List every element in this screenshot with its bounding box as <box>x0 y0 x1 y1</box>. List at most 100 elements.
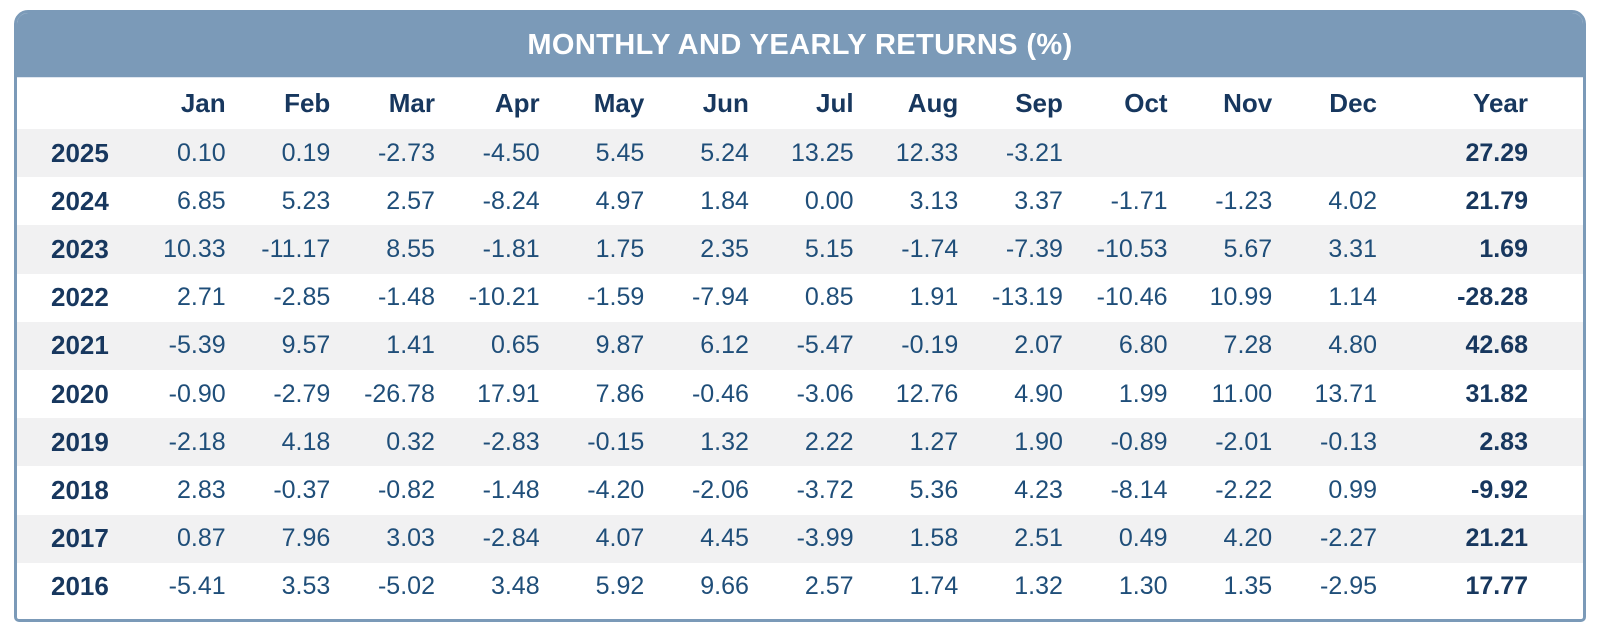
col-header-jan: Jan <box>180 87 226 118</box>
return-cell-mar: 3.03 <box>386 524 435 553</box>
return-cell-mar: -26.78 <box>364 379 435 408</box>
year-label: 2016 <box>51 571 109 602</box>
return-cell-feb: -0.37 <box>273 475 331 504</box>
return-cell-jun: -2.06 <box>691 475 749 504</box>
return-cell-nov: -1.23 <box>1215 186 1273 215</box>
return-cell-jul: -3.72 <box>796 475 854 504</box>
return-cell-apr: -4.50 <box>482 138 540 167</box>
returns-card: MONTHLY AND YEARLY RETURNS (%) Jan Feb Mar… <box>14 10 1586 622</box>
return-cell-dec: 4.02 <box>1328 186 1377 215</box>
return-cell-mar: 1.41 <box>386 331 435 360</box>
return-cell-jun: 1.84 <box>700 186 749 215</box>
return-cell-jan: 6.85 <box>176 186 226 215</box>
return-cell-apr: 17.91 <box>477 379 540 408</box>
return-cell-jan: 0.87 <box>176 524 226 553</box>
return-cell-nov: 4.20 <box>1223 524 1273 553</box>
year-total-cell: 27.29 <box>1465 138 1528 167</box>
return-cell-jun: 6.12 <box>700 331 749 360</box>
return-cell-sep: -3.21 <box>1005 138 1063 167</box>
year-total-cell: 21.79 <box>1465 186 1528 215</box>
return-cell-mar: 2.57 <box>386 186 435 215</box>
col-header-dec: Dec <box>1329 87 1377 118</box>
return-cell-mar: 8.55 <box>386 234 435 263</box>
year-total-cell: 17.77 <box>1465 572 1528 601</box>
return-cell-may: 9.87 <box>595 331 645 360</box>
return-cell-may: -4.20 <box>587 475 645 504</box>
return-cell-oct: -0.89 <box>1110 427 1168 456</box>
return-cell-jul: 0.00 <box>804 186 854 215</box>
return-cell-jan: 10.33 <box>163 234 226 263</box>
return-cell-aug: 3.13 <box>909 186 959 215</box>
return-cell-oct: -10.53 <box>1096 234 1168 263</box>
table-title: MONTHLY AND YEARLY RETURNS (%) <box>527 28 1073 61</box>
return-cell-mar: -1.48 <box>377 283 435 312</box>
col-header-apr: Apr <box>494 87 540 118</box>
return-cell-aug: 12.76 <box>895 379 959 408</box>
return-cell-sep: -13.19 <box>992 283 1063 312</box>
table-row-2024: 2024 6.85 5.23 2.57 -8.24 4.97 1.84 0.00 3.13 3.3… <box>17 177 1583 225</box>
return-cell-nov: 10.99 <box>1209 283 1273 312</box>
col-header-year: Year <box>1473 87 1528 118</box>
year-label: 2020 <box>51 378 109 409</box>
header-row: Jan Feb Mar Apr May Jun Jul Aug Sep Oct Nov Dec Year <box>17 77 1583 129</box>
return-cell-jun: 1.32 <box>700 427 749 456</box>
table-row-2017: 2017 0.87 7.96 3.03 -2.84 4.07 4.45 -3.99 1.58 2.… <box>17 514 1583 563</box>
year-label: 2025 <box>51 137 109 168</box>
return-cell-may: 1.75 <box>595 234 645 263</box>
table-row-2016: 2016 -5.41 3.53 -5.02 3.48 5.92 9.66 2.57 1.74 1.… <box>17 563 1583 611</box>
col-header-mar: Mar <box>388 87 435 118</box>
year-total-cell: -9.92 <box>1471 475 1528 504</box>
year-total-cell: -28.28 <box>1457 283 1528 312</box>
table-row-2025: 2025 0.10 0.19 -2.73 -4.50 5.45 5.24 13.25 12.33… <box>17 129 1583 178</box>
return-cell-dec: 13.71 <box>1314 379 1377 408</box>
return-cell-mar: -2.73 <box>377 138 435 167</box>
year-total-cell: 31.82 <box>1465 379 1528 408</box>
return-cell-oct: -10.46 <box>1096 283 1168 312</box>
return-cell-aug: -1.74 <box>901 234 959 263</box>
return-cell-apr: 0.65 <box>490 331 540 360</box>
return-cell-may: 4.97 <box>595 186 645 215</box>
year-total-cell: 42.68 <box>1465 331 1528 360</box>
return-cell-apr: -10.21 <box>468 283 540 312</box>
return-cell-jul: 2.22 <box>804 427 854 456</box>
return-cell-dec: 1.14 <box>1328 283 1377 312</box>
return-cell-apr: 3.48 <box>490 572 540 601</box>
return-cell-aug: 1.91 <box>909 283 959 312</box>
return-cell-apr: -8.24 <box>482 186 540 215</box>
return-cell-oct: 0.49 <box>1118 524 1168 553</box>
return-cell-jul: -3.06 <box>796 379 854 408</box>
return-cell-nov: -2.22 <box>1215 475 1273 504</box>
return-cell-jan: 2.83 <box>176 475 226 504</box>
return-cell-aug: 5.36 <box>909 475 959 504</box>
return-cell-sep: 1.90 <box>1014 427 1063 456</box>
return-cell-sep: 4.90 <box>1014 379 1063 408</box>
return-cell-may: -1.59 <box>587 283 645 312</box>
return-cell-nov: 11.00 <box>1211 379 1273 408</box>
year-label: 2024 <box>51 185 109 216</box>
table-row-2020: 2020 -0.90 -2.79 -26.78 17.91 7.86 -0.46 -3.06 1… <box>17 370 1583 418</box>
col-header-aug: Aug <box>907 87 959 118</box>
return-cell-oct: -8.14 <box>1110 475 1168 504</box>
return-cell-nov: 5.67 <box>1223 234 1273 263</box>
return-cell-oct <box>1077 129 1182 177</box>
return-cell-dec: 0.99 <box>1328 475 1377 504</box>
year-label: 2019 <box>51 426 109 457</box>
return-cell-feb: 3.53 <box>281 572 331 601</box>
return-cell-oct: 6.80 <box>1118 331 1168 360</box>
year-total-cell: 21.21 <box>1465 524 1528 553</box>
col-header-sep: Sep <box>1015 87 1063 118</box>
return-cell-dec: -0.13 <box>1320 427 1377 456</box>
returns-table-body: 2025 0.10 0.19 -2.73 -4.50 5.45 5.24 13.25 12.33… <box>17 129 1583 611</box>
table-row-2018: 2018 2.83 -0.37 -0.82 -1.48 -4.20 -2.06 -3.72 5.… <box>17 466 1583 514</box>
return-cell-feb: 4.18 <box>281 427 331 456</box>
col-header-jun: Jun <box>702 87 749 118</box>
return-cell-jul: -3.99 <box>796 524 854 553</box>
return-cell-sep: 3.37 <box>1014 186 1063 215</box>
table-row-2019: 2019 -2.18 4.18 0.32 -2.83 -0.15 1.32 2.22 1.27 1… <box>17 418 1583 467</box>
return-cell-may: 5.92 <box>595 572 645 601</box>
return-cell-jul: -5.47 <box>796 331 854 360</box>
return-cell-feb: -2.85 <box>273 283 331 312</box>
table-row-2021: 2021 -5.39 9.57 1.41 0.65 9.87 6.12 -5.47 -0.19 2… <box>17 321 1583 370</box>
return-cell-jun: 5.24 <box>700 138 749 167</box>
